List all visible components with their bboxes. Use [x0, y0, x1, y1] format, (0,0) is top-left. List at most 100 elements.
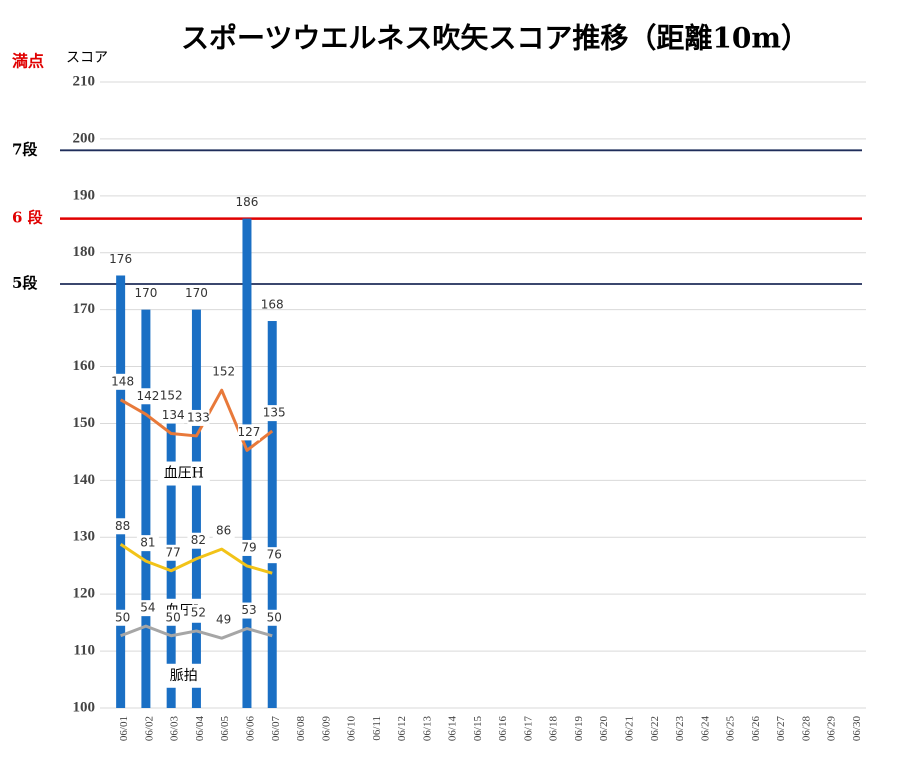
x-tick-label: 06/10 — [346, 716, 358, 742]
x-tick-label: 06/18 — [548, 716, 560, 742]
data-label-bg — [136, 600, 159, 617]
data-label-bg — [237, 424, 260, 441]
y-tick-label: 120 — [73, 586, 96, 602]
x-tick-label: 06/19 — [573, 716, 585, 742]
line-value-label: 54 — [140, 601, 155, 615]
data-label-bg — [187, 409, 210, 426]
line-value-label: 50 — [267, 610, 282, 624]
y-axis-label: スコア — [66, 50, 108, 66]
x-tick-label: 06/30 — [851, 716, 863, 742]
y-tick-label: 130 — [73, 529, 96, 545]
y-tick-label: 170 — [73, 301, 96, 317]
line-value-label: 86 — [216, 524, 231, 538]
line-value-label: 148 — [111, 374, 134, 388]
data-label-bg — [136, 535, 159, 552]
bar — [141, 309, 151, 708]
x-tick-label: 06/05 — [219, 716, 231, 742]
x-tick-label: 06/17 — [522, 716, 534, 742]
x-tick-label: 06/24 — [699, 716, 711, 742]
data-label-bg — [111, 609, 134, 626]
bar — [191, 309, 201, 708]
y-tick-label: 150 — [73, 415, 96, 431]
y-tick-label: 100 — [73, 699, 96, 715]
line-value-label: 79 — [241, 540, 256, 554]
y-tick-label: 110 — [73, 643, 95, 659]
bar-value-label: 152 — [160, 389, 183, 403]
data-label-bg — [212, 523, 235, 540]
line-value-label: 152 — [212, 365, 235, 379]
y-tick-label: 160 — [73, 358, 96, 374]
line-value-label: 53 — [241, 603, 256, 617]
line-series — [119, 543, 273, 575]
x-tick-label: 06/22 — [649, 716, 661, 741]
series-name: 血圧H — [164, 466, 204, 482]
series-name-bg — [157, 663, 210, 688]
line-value-label: 127 — [238, 425, 261, 439]
data-label-bg — [237, 602, 260, 619]
data-label-bg — [237, 539, 260, 556]
data-label-bg — [162, 609, 185, 626]
data-label-bg — [263, 609, 286, 626]
data-label-bg — [162, 544, 185, 561]
line-value-label: 76 — [267, 548, 282, 562]
max-label: 満点 — [12, 52, 44, 71]
x-tick-label: 06/26 — [750, 716, 762, 742]
data-label-bg — [111, 373, 134, 390]
y-tick-label: 180 — [73, 244, 96, 260]
line-value-label: 134 — [162, 408, 185, 422]
data-label-bg — [212, 612, 235, 629]
data-label-bg — [263, 547, 286, 564]
x-tick-label: 06/08 — [295, 716, 307, 742]
x-tick-label: 06/14 — [447, 716, 459, 742]
line-value-label: 77 — [166, 545, 181, 559]
line-value-label: 81 — [140, 536, 155, 550]
reference-label: 7段 — [12, 140, 37, 158]
x-tick-label: 06/12 — [396, 716, 408, 741]
line-series — [120, 624, 273, 640]
chart-title: スポーツウエルネス吹矢スコア推移（距離10m） — [181, 22, 809, 55]
reference-label: 5段 — [12, 274, 37, 292]
data-label-bg — [136, 388, 159, 405]
data-label-bg — [162, 407, 185, 424]
bar-value-label: 186 — [236, 195, 259, 209]
line-value-label: 133 — [187, 410, 210, 424]
x-tick-label: 06/01 — [118, 716, 130, 741]
x-tick-label: 06/11 — [371, 716, 383, 741]
bar-value-label: 170 — [185, 286, 208, 300]
series-name-bg — [157, 461, 210, 486]
line-value-label: 82 — [191, 533, 206, 547]
x-tick-label: 06/06 — [244, 716, 256, 742]
line-series — [119, 388, 274, 452]
x-tick-label: 06/28 — [800, 716, 812, 742]
y-tick-label: 140 — [73, 472, 96, 488]
y-tick-label: 210 — [73, 73, 96, 89]
bar — [242, 218, 252, 708]
data-label-bg — [263, 405, 286, 422]
data-label-bg — [187, 604, 210, 621]
x-tick-label: 06/25 — [725, 716, 737, 742]
y-tick-label: 190 — [73, 187, 96, 203]
data-label-bg — [212, 364, 235, 381]
line-value-label: 50 — [115, 610, 130, 624]
reference-label: 6 段 — [12, 209, 43, 227]
x-tick-label: 06/23 — [674, 716, 686, 742]
bar-value-label: 170 — [134, 286, 157, 300]
line-value-label: 50 — [166, 610, 181, 624]
x-tick-label: 06/02 — [143, 716, 155, 741]
x-tick-label: 06/03 — [169, 716, 181, 742]
line-value-label: 88 — [115, 519, 130, 533]
x-tick-label: 06/09 — [320, 716, 332, 742]
x-tick-label: 06/13 — [421, 716, 433, 742]
line-value-label: 52 — [191, 605, 206, 619]
line-value-label: 135 — [263, 406, 286, 420]
x-tick-label: 06/07 — [270, 716, 282, 742]
x-tick-label: 06/27 — [775, 716, 787, 742]
x-tick-label: 06/04 — [194, 716, 206, 742]
data-label-bg — [111, 518, 134, 535]
line-value-label: 142 — [136, 389, 159, 403]
line-value-label: 49 — [216, 613, 231, 627]
x-tick-label: 06/29 — [826, 716, 838, 742]
x-tick-label: 06/20 — [598, 716, 610, 742]
series-name: 脈拍 — [170, 668, 198, 684]
